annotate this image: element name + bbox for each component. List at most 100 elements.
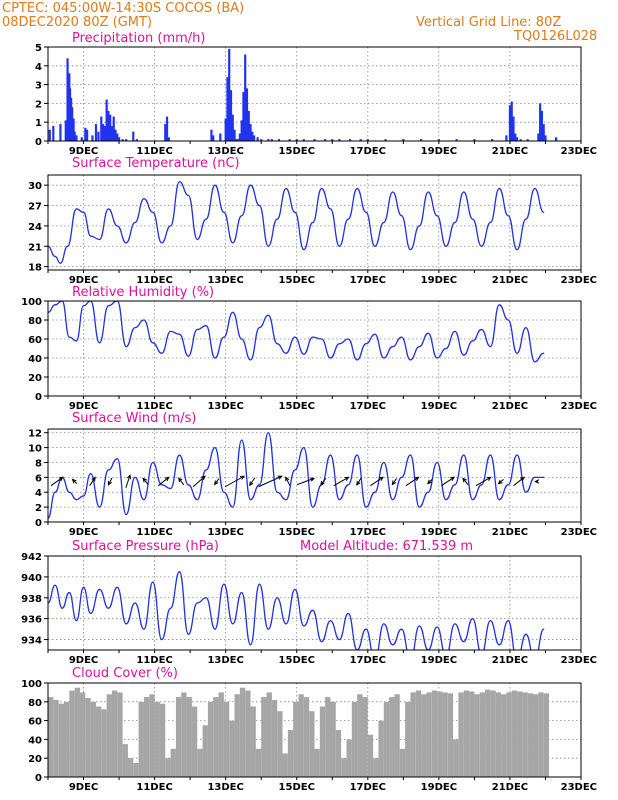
wind-point-30 [303,447,305,449]
xtick-label-rh-6: 21DEC [492,401,528,412]
precip-bar-81 [512,116,515,141]
cloud-bar-87 [511,690,518,777]
xtick-label-temp-7: 23DEC [561,275,597,286]
pressure-point-12 [143,628,145,630]
precip-bar-12 [80,137,83,141]
precip-bar-10 [73,131,76,141]
panel-title-wind: Surface Wind (m/s) [72,411,196,426]
temp-point-49 [472,218,474,220]
rh-point-19 [205,325,207,327]
pressure-point-23 [241,591,243,594]
xtick-label-rh-4: 17DEC [350,401,386,412]
cloud-bar-62 [378,720,384,777]
temp-point-57 [543,211,545,213]
precip-bar-84 [519,139,522,141]
wind-point-31 [312,506,314,508]
cloud-bar-65 [394,694,400,777]
cloud-bar-75 [447,693,454,777]
temp-point-9 [116,225,118,227]
temp-point-23 [241,215,243,217]
ytick-label-cloud-1: 20 [28,754,42,765]
wind-point-3 [68,491,70,493]
wind-point-1 [54,491,56,493]
ytick-label-temp-2: 24 [28,222,42,233]
precip-bar-14 [85,129,89,141]
cloud-bar-37 [245,690,251,777]
precip-bar-60 [277,139,281,141]
cloud-bar-10 [101,709,107,777]
wind-point-8 [107,469,110,471]
wind-arrow-10 [224,475,246,488]
wind-point-53 [507,484,509,486]
panel-title-rh: Relative Humidity (%) [72,285,214,300]
pressure-point-40 [392,644,394,646]
panel-frame-wind [47,428,582,523]
wind-arrow-shaft-20 [405,476,419,487]
panel-frame-precip [47,46,582,142]
cloud-bar-89 [522,692,528,777]
temp-point-45 [436,215,438,217]
precip-bar-50 [244,54,247,141]
wind-arrow-5 [142,477,149,485]
cloud-bar-84 [495,692,502,777]
rh-point-27 [276,343,278,345]
rh-point-23 [241,338,243,340]
pressure-point-18 [196,602,198,604]
pressure-point-49 [472,618,474,620]
precip-bar-1 [52,125,55,141]
rh-point-3 [68,336,70,338]
rh-point-44 [427,332,429,334]
cloud-bar-47 [298,694,304,777]
precip-bar-33 [164,124,167,141]
xtick-label-cloud-0: 9DEC [69,782,98,793]
precip-bar-87 [539,103,542,141]
pressure-point-37 [365,628,367,630]
wind-arrow-1 [71,478,78,484]
rh-point-46 [445,347,447,350]
xtick-label-precip-6: 21DEC [492,146,528,157]
temp-point-8 [107,208,110,210]
rh-point-14 [161,352,163,354]
temp-point-31 [312,221,314,224]
pressure-point-35 [347,612,349,615]
xtick-label-rh-7: 23DEC [561,401,597,412]
rh-point-40 [392,346,394,348]
cloud-bar-67 [405,701,411,777]
xtick-label-temp-0: 9DEC [69,275,98,286]
wind-arrow-15 [320,477,327,486]
wind-arrow-head-25 [497,479,503,485]
rh-point-7 [98,342,101,344]
pressure-point-6 [90,612,92,615]
ytick-label-temp-4: 30 [28,181,42,192]
wind-arrow-head-13 [285,476,290,482]
pressure-point-52 [498,644,500,646]
rh-point-18 [196,328,198,331]
wind-arrow-shaft-26 [513,476,525,487]
wind-arrow-shaft-18 [370,476,384,487]
xtick-label-precip-4: 17DEC [350,146,386,157]
wind-point-6 [90,473,92,475]
temp-point-36 [356,187,358,190]
temp-point-15 [169,225,172,227]
cloud-bar-9 [95,706,102,777]
wind-arrow-head-10 [239,475,246,480]
xtick-label-pressure-7: 23DEC [561,655,597,666]
cloud-bar-45 [287,730,294,777]
xtick-label-cloud-5: 19DEC [421,782,457,793]
precip-bar-72 [402,139,405,141]
temp-point-2 [59,262,62,264]
wind-point-22 [232,506,234,508]
cloud-bar-6 [79,692,86,777]
rh-point-12 [143,319,145,321]
cloud-bar-48 [303,697,310,777]
xtick-label-temp-5: 19DEC [421,275,457,286]
temp-point-35 [347,218,349,220]
temp-point-24 [249,184,252,186]
cloud-bar-54 [335,730,342,777]
plot-area-pressure [48,571,545,650]
wind-arrow-17 [356,477,362,486]
cloud-bar-8 [90,701,96,777]
panel-wind: Surface Wind (m/s) 0 2 4 6 8 10 12 9DEC 11DEC 13DE… [28,411,597,538]
pressure-point-41 [400,628,403,630]
precip-bar-51 [245,88,249,141]
